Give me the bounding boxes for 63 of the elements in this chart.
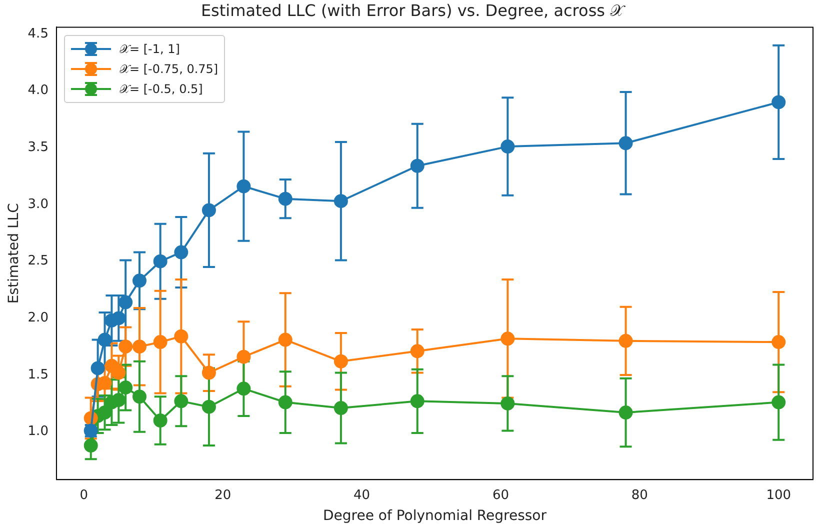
point [772,95,786,110]
point [112,311,126,326]
x-tick-label: 100 [766,488,792,503]
x-tick-label: 20 [214,488,232,503]
point [236,382,251,396]
x-tick-label: 80 [631,488,648,503]
point [132,340,146,354]
y-tick-label: 4.0 [28,83,48,98]
point [334,400,348,415]
point [174,329,188,344]
point [500,332,515,346]
point [118,295,133,310]
point [202,203,216,218]
y-tick-label: 1.0 [28,424,48,440]
point [118,340,133,354]
y-tick-label: 2.5 [28,254,48,269]
point [278,192,292,206]
y-tick-label: 3.0 [28,196,48,212]
y-tick-label: 1.5 [28,367,48,382]
point [278,332,292,347]
y-tick-label: 2.0 [28,310,48,326]
point [618,406,633,420]
point [132,390,146,404]
legend-label: 𝒳= [-0.75, 0.75] [119,62,218,76]
chart-title: Estimated LLC (with Error Bars) vs. Degree, across 𝒳 [200,0,626,20]
point [153,335,168,350]
point [118,380,133,395]
point [174,245,188,260]
point [174,394,188,408]
x-axis-title: Degree of Polynomial Regressor [322,508,547,524]
x-tick-label: 40 [354,488,370,503]
point [772,395,786,410]
x-tick-label: 0 [80,488,88,503]
point [90,361,105,376]
point [236,350,251,364]
point [278,395,292,410]
point [410,344,424,358]
point [153,254,168,268]
legend-label: 𝒳= [-0.5, 0.5] [119,82,203,96]
point [500,140,515,154]
point [112,393,126,408]
point [132,274,146,288]
point [153,413,168,428]
point [112,366,126,380]
point [410,394,424,408]
point [772,335,786,350]
point [618,334,633,348]
point [334,194,348,208]
y-tick-label: 4.5 [28,26,48,42]
point [618,136,633,150]
point [236,179,251,194]
y-tick-label: 3.5 [28,140,48,156]
legend-label: 𝒳= [-1, 1] [119,42,180,56]
y-axis-title: Estimated LLC [6,202,22,304]
point [202,400,216,414]
x-tick-label: 60 [492,488,510,503]
point [334,354,348,368]
point [98,406,112,420]
point [500,396,515,410]
point [202,366,216,380]
point [410,158,424,173]
point [98,332,112,347]
point [84,438,98,452]
